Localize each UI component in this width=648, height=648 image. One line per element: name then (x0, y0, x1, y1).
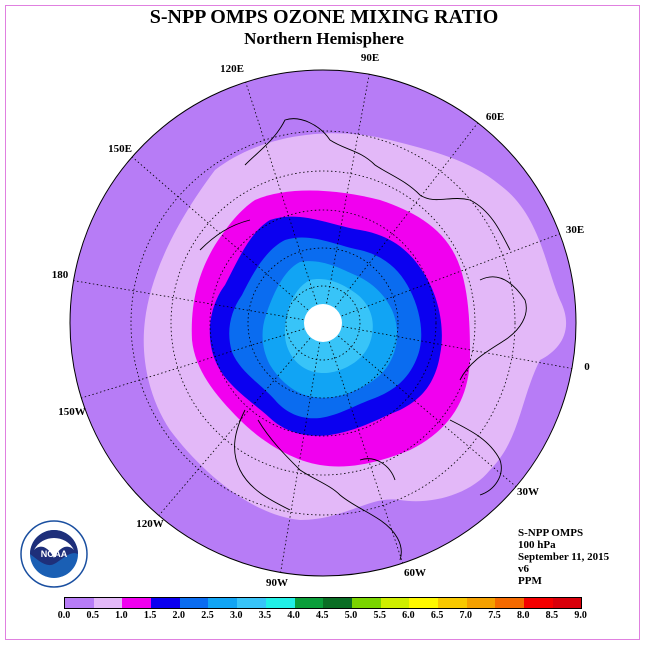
map-subtitle: Northern Hemisphere (244, 29, 404, 48)
noaa-logo: NOAA (20, 520, 88, 588)
colorbar-swatch (179, 598, 209, 608)
lon-label-150e: 150E (108, 143, 132, 155)
colorbar-label: 1.5 (143, 610, 157, 621)
colorbar-label: 3.5 (258, 610, 272, 621)
colorbar-label: 1.0 (115, 610, 128, 621)
lon-label-30e: 30E (566, 224, 584, 236)
colorbar-label: 7.5 (488, 610, 501, 621)
colorbar-label: 4.0 (287, 610, 300, 621)
lon-label-180: 180 (52, 269, 69, 281)
colorbar-label: 2.5 (201, 610, 214, 621)
lon-label-90w: 90W (266, 577, 288, 589)
info-version: v6 (518, 563, 529, 575)
colorbar-label: 5.0 (344, 610, 358, 621)
colorbar-label: 6.5 (430, 610, 444, 621)
colorbar-swatch (122, 598, 152, 608)
map-boundary (69, 69, 577, 577)
colorbar-swatch (380, 598, 410, 608)
noaa-logo-text: NOAA (41, 549, 68, 559)
colorbar-swatch (495, 598, 524, 608)
lon-label-120e: 120E (220, 63, 244, 75)
lon-label-60e: 60E (486, 111, 504, 123)
colorbar-label: 5.5 (373, 610, 386, 621)
colorbar-label: 0.0 (57, 610, 71, 621)
latitude-gridlines (130, 130, 516, 516)
map-title: S-NPP OMPS OZONE MIXING RATIO (149, 6, 499, 28)
colorbar-label: 0.5 (86, 610, 99, 621)
colorbar-swatch (524, 598, 553, 608)
colorbar-label: 9.0 (574, 610, 587, 621)
info-instrument: S-NPP OMPS (518, 527, 584, 539)
colorbar-swatch (351, 598, 381, 608)
colorbar-swatch (323, 598, 352, 608)
colorbar-swatch (466, 598, 496, 608)
colorbar-swatch (409, 598, 438, 608)
lon-label-120w: 120W (136, 518, 164, 530)
colorbar-label: 2.0 (172, 610, 186, 621)
colorbar-swatch (552, 598, 582, 608)
info-date: September 11, 2015 (518, 551, 610, 563)
lon-label-90e: 90E (361, 52, 379, 64)
colorbar-swatch (265, 598, 295, 608)
colorbar-swatch (294, 598, 324, 608)
coastlines (199, 118, 527, 561)
lon-label-30w: 30W (517, 486, 539, 498)
colorbar-swatch (437, 598, 467, 608)
info-units: PPM (518, 575, 542, 587)
info-pressure: 100 hPa (518, 539, 556, 551)
colorbar-label: 6.0 (402, 610, 415, 621)
colorbar-label: 8.0 (516, 610, 530, 621)
longitude-gridlines (70, 70, 576, 576)
colorbar-swatch (151, 598, 180, 608)
lon-label-60w: 60W (404, 567, 426, 579)
colorbar-swatch (93, 598, 123, 608)
colorbar (64, 597, 583, 609)
colorbar-swatch (237, 598, 266, 608)
lon-label-150w: 150W (58, 406, 86, 418)
figure-frame (5, 5, 640, 640)
lon-label-0: 0 (584, 361, 590, 373)
colorbar-label: 4.5 (316, 610, 329, 621)
colorbar-label: 3.0 (229, 610, 243, 621)
colorbar-swatch (65, 598, 94, 608)
colorbar-swatch (208, 598, 238, 608)
colorbar-label: 7.0 (459, 610, 473, 621)
colorbar-label: 8.5 (545, 610, 559, 621)
polar-gap (304, 304, 342, 342)
